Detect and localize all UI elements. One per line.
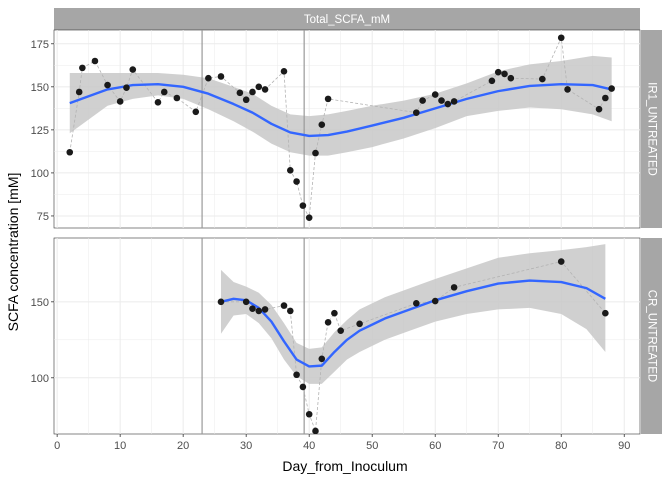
data-point — [431, 297, 439, 305]
data-point — [438, 97, 445, 104]
data-point — [312, 149, 319, 157]
data-point — [79, 64, 86, 72]
data-point — [608, 85, 615, 92]
data-point — [255, 83, 263, 91]
data-point — [293, 178, 300, 185]
smooth-fit-line — [220, 279, 606, 368]
data-point — [419, 97, 426, 104]
data-point — [286, 167, 294, 174]
strip-right-bg — [641, 30, 662, 228]
confidence-ribbon — [220, 244, 606, 384]
data-point — [337, 327, 344, 334]
data-point — [413, 109, 420, 116]
data-point — [104, 81, 111, 89]
y-axis-title: SCFA concentration [mM] — [5, 173, 21, 332]
strip-top-label: Total_SCFA_mM — [304, 14, 390, 26]
data-point — [324, 95, 332, 103]
x-tick-label: 60 — [429, 440, 441, 452]
data-point — [242, 298, 250, 306]
data-point — [280, 302, 288, 309]
panel-2: 100 150 CR_UNTREATED — [31, 237, 662, 435]
x-tick-label: 20 — [177, 440, 189, 452]
data-point — [356, 320, 363, 328]
data-point — [116, 98, 124, 105]
x-tick-label: 0 — [54, 440, 60, 452]
data-point — [192, 108, 200, 116]
data-point — [75, 88, 83, 96]
data-point — [557, 258, 565, 265]
data-point — [413, 300, 420, 307]
data-point — [331, 309, 338, 317]
data-point — [299, 383, 307, 391]
panel-content — [201, 238, 609, 434]
x-tick-label: 10 — [114, 440, 126, 452]
data-point — [431, 91, 439, 98]
data-point — [305, 214, 313, 221]
data-point — [160, 88, 168, 96]
data-point — [312, 427, 319, 434]
y-tick-label: 125 — [31, 125, 49, 137]
data-point — [324, 319, 332, 326]
data-point — [249, 88, 256, 96]
data-point — [123, 84, 130, 91]
data-point — [299, 202, 307, 209]
y-tick-label: 150 — [31, 82, 49, 94]
data-point — [293, 371, 300, 379]
strip-right-label: CR_UNTREATED — [645, 290, 657, 382]
data-point — [318, 355, 326, 363]
x-tick-label: 70 — [492, 440, 504, 452]
x-tick-label: 50 — [366, 440, 378, 452]
data-point — [280, 68, 288, 75]
data-point — [564, 86, 571, 93]
data-point — [286, 307, 294, 315]
data-point — [205, 74, 212, 82]
data-point — [217, 298, 225, 306]
data-point — [602, 309, 609, 317]
y-tick-label: 100 — [31, 168, 49, 180]
data-point — [154, 99, 162, 106]
data-point — [494, 68, 502, 76]
data-point — [261, 306, 269, 313]
x-axis-title: Day_from_Inoculum — [282, 458, 407, 474]
data-point — [444, 100, 452, 108]
x-tick-label: 80 — [555, 440, 567, 452]
data-point — [236, 89, 244, 97]
plot-area: Total_SCFA_mM75100125150175IR1_UNTREATED… — [31, 8, 662, 452]
data-point — [261, 86, 269, 93]
y-tick-label: 150 — [31, 297, 49, 309]
smooth-fit-line — [69, 83, 612, 138]
data-point — [66, 148, 74, 156]
data-point — [91, 57, 99, 65]
y-tick-label: 75 — [37, 211, 49, 223]
data-point — [242, 96, 250, 104]
data-point — [507, 74, 515, 82]
strip-right-bg — [641, 238, 662, 434]
data-point — [501, 70, 508, 78]
data-point — [129, 66, 137, 73]
strip-right-label: IR1_UNTREATED — [645, 82, 657, 176]
data-point — [249, 305, 256, 312]
data-point — [488, 77, 496, 85]
x-tick-label: 40 — [303, 440, 315, 452]
x-tick-label: 90 — [618, 440, 630, 452]
data-point — [318, 121, 326, 128]
data-point — [173, 94, 181, 102]
data-point — [539, 75, 546, 83]
y-tick-label: 175 — [31, 39, 49, 51]
data-point — [255, 307, 263, 315]
data-point — [450, 284, 458, 291]
data-point — [557, 34, 565, 42]
x-tick-label: 30 — [240, 440, 252, 452]
y-tick-label: 100 — [31, 373, 49, 385]
data-point — [602, 94, 609, 102]
panel-content — [66, 30, 615, 228]
panel-1: 75 100 125 150 175 IR1_UNTREATED — [31, 29, 662, 229]
data-point — [305, 410, 313, 418]
data-point — [217, 73, 225, 80]
data-point — [450, 98, 458, 105]
data-point — [595, 105, 603, 113]
strip-top-bg — [54, 8, 640, 30]
confidence-ribbon — [69, 55, 612, 156]
